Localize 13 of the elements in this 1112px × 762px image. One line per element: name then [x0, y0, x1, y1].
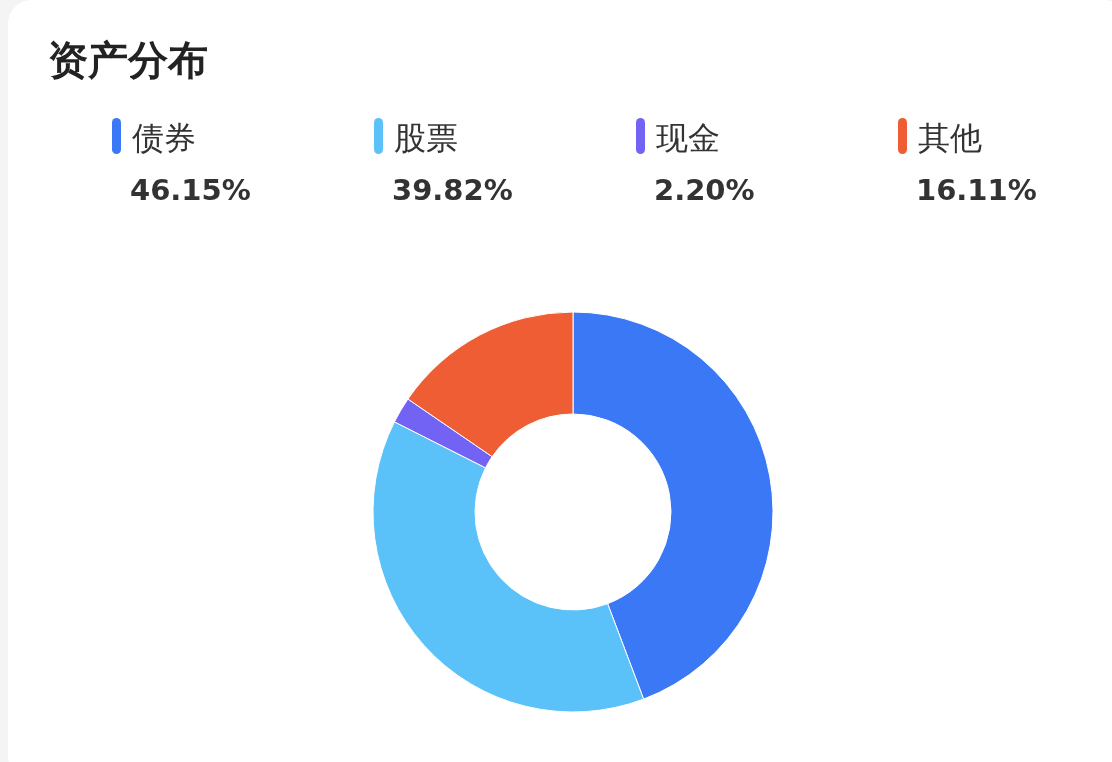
- legend-item: 其他 16.11%: [898, 118, 1037, 207]
- data-label: 2.20%: [654, 173, 755, 207]
- legend-item: 股票 39.82%: [374, 118, 513, 207]
- legend-item: 债券 46.15%: [112, 118, 251, 207]
- legend-label: 债券: [132, 119, 196, 157]
- legend-label: 现金: [656, 119, 720, 157]
- legend-label: 其他: [918, 119, 982, 157]
- legend-item: 现金 2.20%: [636, 118, 755, 207]
- data-label: 16.11%: [916, 173, 1037, 207]
- data-label: 46.15%: [130, 173, 251, 207]
- chart-title: 资产分布: [48, 37, 208, 83]
- data-label: 39.82%: [392, 173, 513, 207]
- legend-label: 股票: [394, 119, 458, 157]
